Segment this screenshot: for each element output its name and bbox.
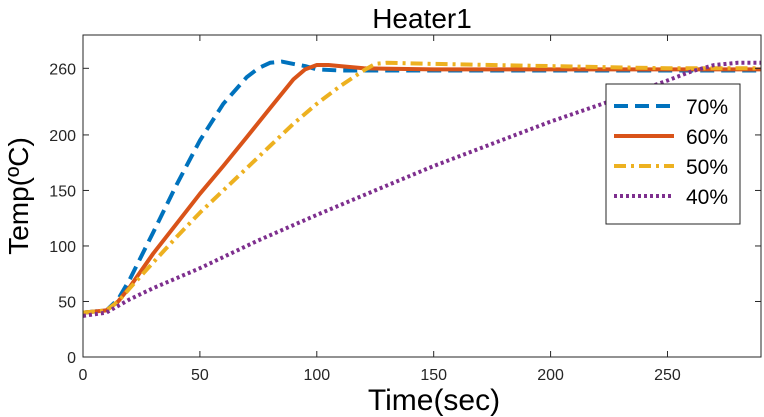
y-tick-label: 260 [49,61,76,78]
legend: 70% 60% 50% 40% [605,83,741,225]
plot-frame [82,34,762,358]
y-tick-label: 150 [49,183,76,200]
series-line-4 [82,60,761,318]
x-tick-label: 200 [537,367,564,384]
x-axis-label: Time(sec) [368,384,500,417]
legend-label-2: 60% [686,126,728,149]
chart-title: Heater1 [372,3,472,34]
y-tick-label: 200 [49,128,76,145]
series-line-3 [82,60,761,315]
y-axis-label: Temp(ºC) [3,137,34,255]
series-line-2 [82,63,761,315]
series-layer [82,59,761,318]
y-tick-label: 0 [67,350,76,367]
axis-ticks: 0 50 100 150 200 250 0 50 100 150 200 260 [49,35,761,384]
y-tick-label: 50 [58,294,76,311]
legend-label-1: 70% [686,96,728,119]
legend-label-4: 40% [686,186,728,209]
legend-box [605,83,741,225]
x-tick-label: 100 [303,367,330,384]
x-tick-label: 150 [420,367,447,384]
x-tick-label: 50 [191,367,209,384]
x-tick-label: 250 [654,367,681,384]
legend-label-3: 50% [686,156,728,179]
x-tick-label: 0 [79,367,88,384]
y-tick-label: 100 [49,239,76,256]
